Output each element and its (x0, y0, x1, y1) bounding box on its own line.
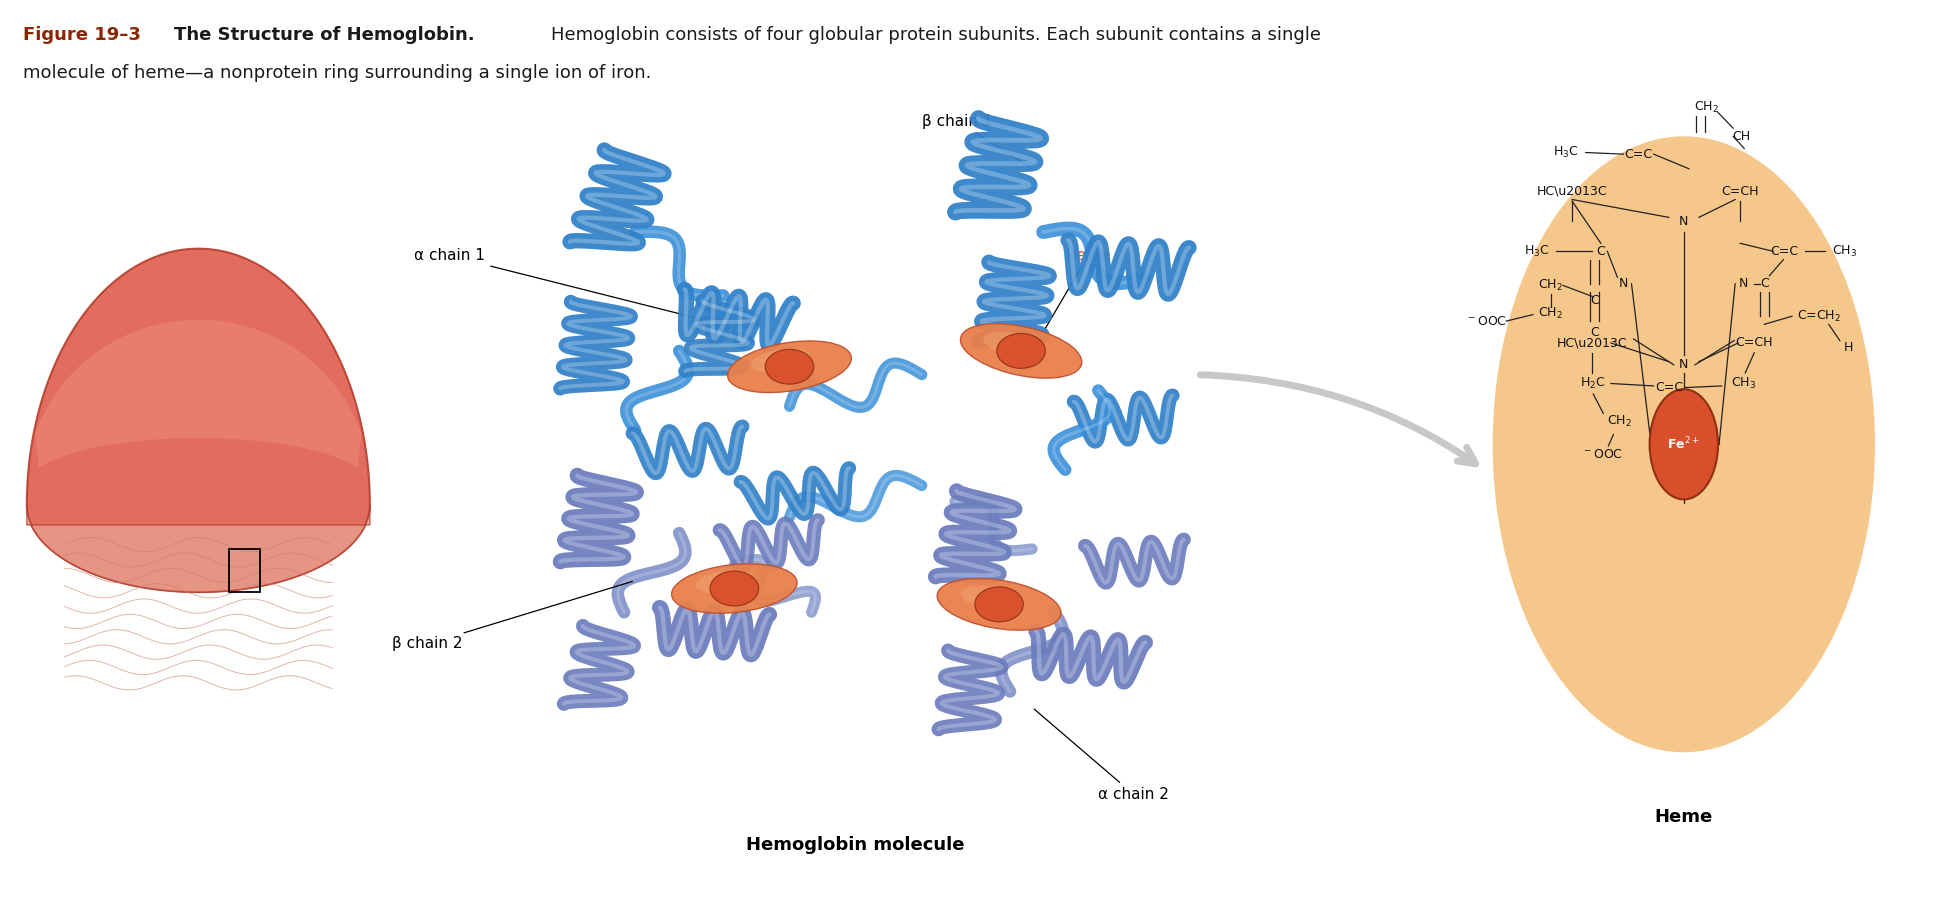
Text: $^-$OOC: $^-$OOC (1581, 448, 1623, 460)
Text: Figure 19–3: Figure 19–3 (23, 26, 141, 44)
Ellipse shape (937, 578, 1060, 630)
Text: α chain 1: α chain 1 (414, 249, 699, 319)
Ellipse shape (751, 348, 811, 372)
Ellipse shape (728, 341, 851, 392)
Circle shape (1492, 136, 1875, 752)
Circle shape (764, 349, 815, 384)
Circle shape (975, 587, 1024, 622)
Text: CH$_2$: CH$_2$ (1693, 100, 1718, 115)
Text: H$_3$C: H$_3$C (1525, 244, 1550, 259)
Ellipse shape (960, 323, 1082, 379)
Text: CH$_2$: CH$_2$ (1538, 306, 1563, 321)
Text: H$_3$C: H$_3$C (1552, 145, 1579, 160)
Text: HC\u2013C: HC\u2013C (1558, 336, 1627, 349)
Circle shape (997, 333, 1045, 368)
Text: C=C: C=C (1771, 245, 1798, 258)
Ellipse shape (960, 586, 1020, 610)
Polygon shape (27, 506, 370, 592)
Ellipse shape (671, 564, 797, 613)
Text: CH$_2$: CH$_2$ (1538, 278, 1563, 293)
Polygon shape (35, 320, 362, 468)
Text: C=CH: C=CH (1722, 185, 1759, 198)
Text: α chain 2: α chain 2 (1033, 709, 1169, 802)
Text: C=C: C=C (1625, 147, 1652, 160)
Bar (228, 549, 259, 592)
Text: Fe$^{2+}$: Fe$^{2+}$ (1668, 436, 1701, 452)
Text: C=C: C=C (1656, 381, 1683, 394)
Text: CH$_2$: CH$_2$ (1606, 414, 1631, 429)
Text: molecule of heme—a nonprotein ring surrounding a single ion of iron.: molecule of heme—a nonprotein ring surro… (23, 64, 652, 83)
Circle shape (710, 571, 759, 606)
Text: CH: CH (1732, 130, 1751, 143)
Text: β chain 2: β chain 2 (393, 581, 633, 651)
Ellipse shape (983, 332, 1041, 357)
Text: Heme: Heme (1654, 808, 1712, 826)
Text: C: C (1596, 245, 1606, 258)
Text: H$_2$C: H$_2$C (1581, 376, 1606, 391)
Text: H: H (1844, 341, 1854, 354)
Text: HC\u2013C: HC\u2013C (1536, 185, 1608, 198)
Text: C: C (1591, 326, 1598, 339)
Text: N: N (1680, 215, 1689, 227)
Text: Hemoglobin consists of four globular protein subunits. Each subunit contains a s: Hemoglobin consists of four globular pro… (551, 26, 1322, 44)
Ellipse shape (695, 571, 755, 594)
Text: C: C (1591, 294, 1598, 307)
Text: C=CH: C=CH (1736, 336, 1772, 349)
Text: Hemoglobin molecule: Hemoglobin molecule (747, 836, 966, 854)
Text: $^-$OOC: $^-$OOC (1467, 315, 1507, 328)
Text: The Structure of Hemoglobin.: The Structure of Hemoglobin. (174, 26, 474, 44)
Text: Heme: Heme (1033, 249, 1111, 348)
Circle shape (1651, 390, 1718, 499)
Text: C: C (1761, 277, 1769, 290)
Text: N: N (1738, 277, 1747, 290)
Text: β chain 1: β chain 1 (921, 113, 1029, 168)
Text: N: N (1680, 358, 1689, 371)
Text: CH$_3$: CH$_3$ (1832, 244, 1858, 259)
Text: N: N (1620, 277, 1627, 290)
Polygon shape (27, 249, 370, 592)
Text: CH$_3$: CH$_3$ (1730, 376, 1755, 391)
Text: C=CH$_2$: C=CH$_2$ (1796, 309, 1840, 324)
